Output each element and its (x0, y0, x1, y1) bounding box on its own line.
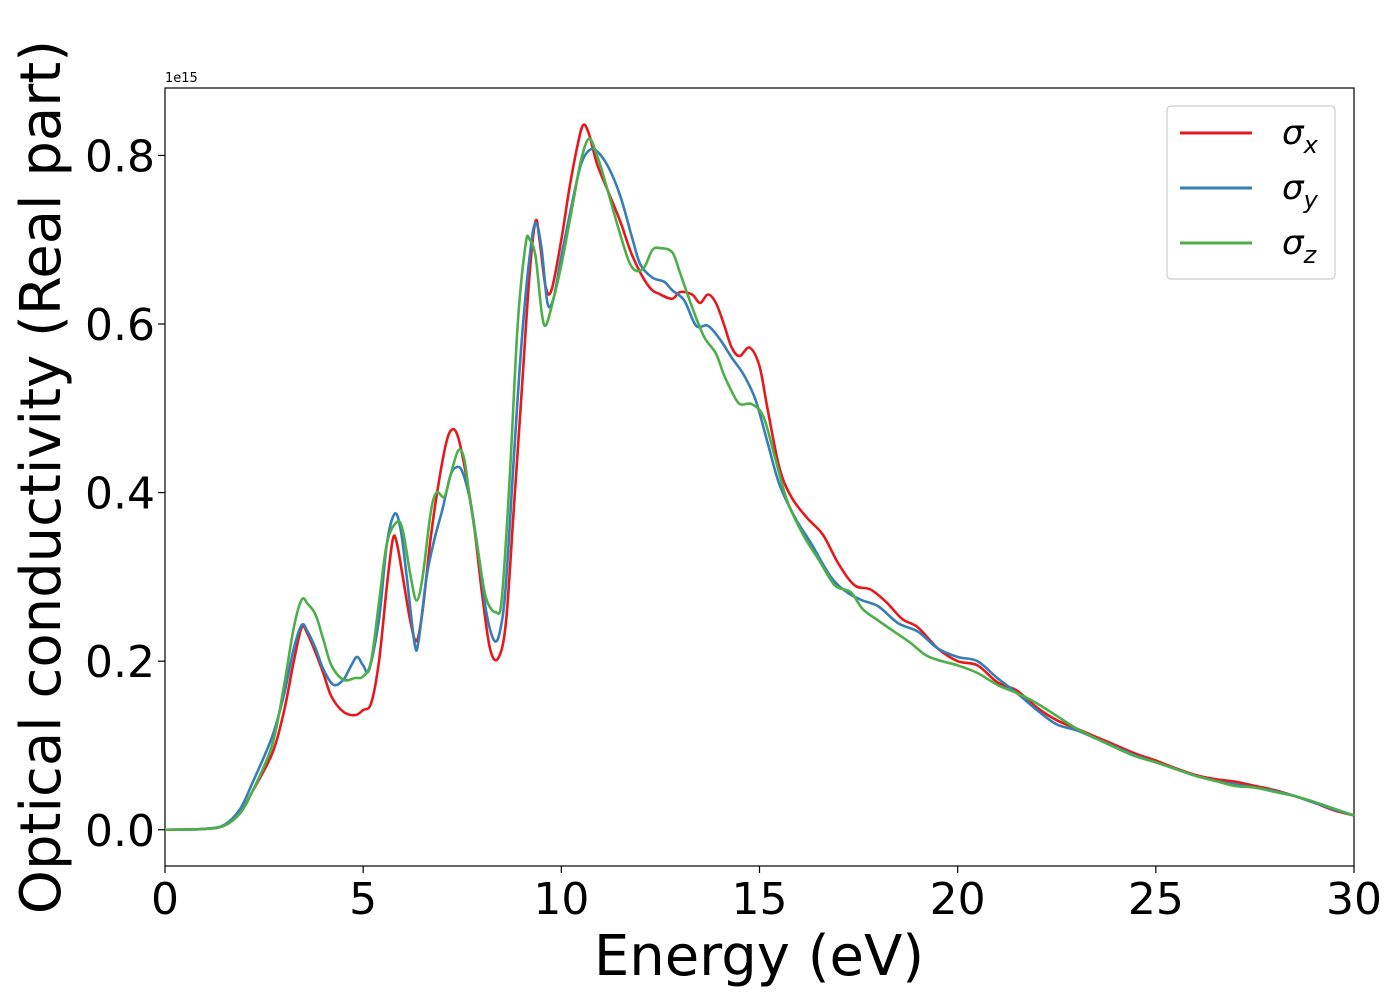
x-tick-label: 25 (1128, 874, 1184, 925)
y-tick-label: 0.8 (85, 131, 155, 182)
series-line-z (164, 137, 1355, 832)
x-tick-label: 20 (930, 874, 986, 925)
series-line-x (164, 123, 1355, 832)
legend-frame (1166, 105, 1336, 280)
x-tick-label: 30 (1326, 874, 1382, 925)
y-tick-label: 0.0 (85, 806, 155, 857)
x-tick-label: 0 (151, 874, 179, 925)
series-line-y (164, 147, 1355, 832)
y-tick-label: 0.4 (85, 469, 155, 520)
x-tick-label: 15 (732, 874, 788, 925)
y-offset-label: 1e15 (165, 71, 198, 86)
plot-area (164, 87, 1355, 867)
plot-frame (164, 87, 1355, 867)
legend-label-z: σz (1282, 223, 1318, 269)
y-tick-label: 0.2 (85, 637, 155, 688)
x-tick-label: 5 (349, 874, 377, 925)
x-axis-ticks: 0 5 10 15 20 25 30 (151, 866, 1382, 925)
legend-label-y: σy (1282, 168, 1319, 214)
y-tick-label: 0.6 (85, 300, 155, 351)
y-axis-label: Optical conductivity (Real part) (9, 40, 74, 914)
legend-label-x: σx (1282, 113, 1319, 159)
x-axis-label: Energy (eV) (594, 924, 924, 989)
legend: σx σy σz (1166, 105, 1336, 280)
x-tick-label: 10 (533, 874, 589, 925)
series-layer (164, 123, 1355, 832)
y-axis-ticks: 0.0 0.2 0.4 0.6 0.8 (85, 131, 165, 857)
